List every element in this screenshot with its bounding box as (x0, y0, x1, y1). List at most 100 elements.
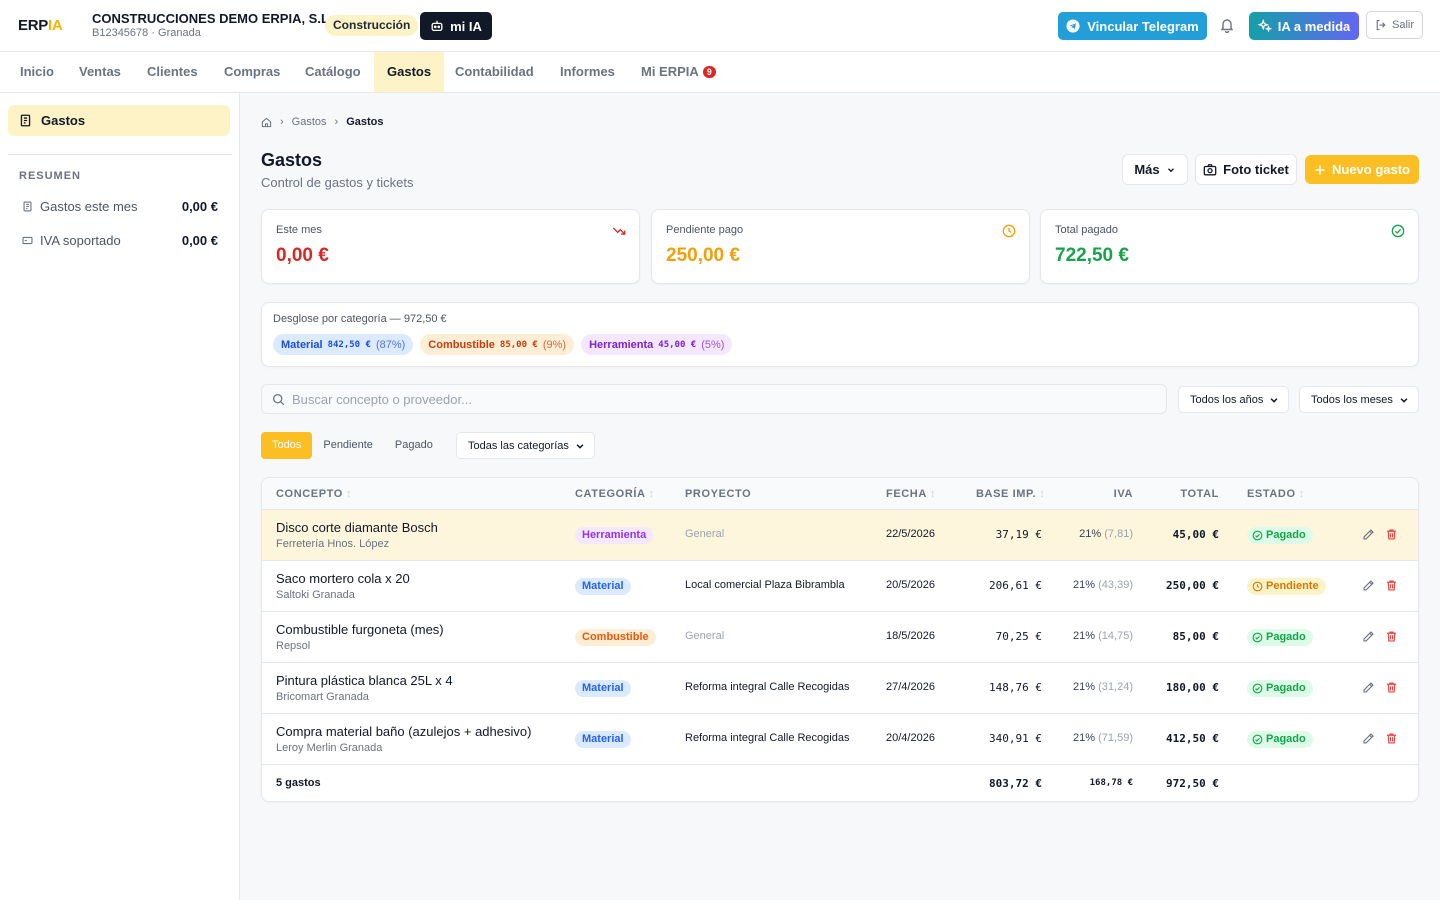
expense-supplier: Bricomart Granada (276, 691, 369, 703)
column-fecha[interactable]: FECHA ↕ (886, 488, 936, 500)
erpia-logo[interactable]: ERPIA (18, 17, 63, 34)
edit-icon[interactable] (1362, 732, 1375, 745)
column-base[interactable]: BASE IMP. ↕ (976, 488, 1046, 500)
category-badge: Material (575, 578, 631, 595)
concept-cell: Compra material baño (azulejos + adhesiv… (276, 724, 531, 754)
foto-ticket-button[interactable]: Foto ticket (1195, 154, 1297, 185)
status-badge: Pagado (1247, 680, 1313, 697)
summary-value: 0,00 € (181, 233, 218, 248)
edit-icon[interactable] (1362, 681, 1375, 694)
top-bar: ERPIA CONSTRUCCIONES DEMO ERPIA, S.L. B1… (0, 0, 1440, 52)
chip-amount: 842,50 € (327, 339, 371, 350)
nav-compras[interactable]: Compras (224, 64, 281, 79)
edit-icon[interactable] (1362, 630, 1375, 643)
breakdown-title: Desglose por categoría — 972,50 € (273, 313, 447, 325)
search-input[interactable] (292, 391, 1092, 407)
project-cell: Reforma integral Calle Recogidas (685, 681, 850, 693)
chevron-down-icon (576, 443, 584, 449)
footer-count: 5 gastos (276, 777, 321, 789)
mas-dropdown-button[interactable]: Más (1122, 154, 1188, 185)
sidebar-item-gastos[interactable]: Gastos (8, 105, 230, 136)
trash-icon[interactable] (1385, 732, 1398, 745)
logout-icon (1376, 19, 1386, 31)
column-concepto[interactable]: CONCEPTO ↕ (276, 488, 353, 500)
trash-icon[interactable] (1385, 630, 1398, 643)
nav-catalogo[interactable]: Catálogo (305, 64, 361, 79)
receipt-icon (23, 201, 32, 212)
check-circle-icon (1252, 530, 1263, 541)
breadcrumb-separator: › (334, 116, 339, 128)
breakdown-chip-material[interactable]: Material 842,50 € (87%) (273, 334, 414, 355)
trash-icon[interactable] (1385, 528, 1398, 541)
chip-percent: (5%) (701, 338, 725, 351)
tab-pendiente[interactable]: Pendiente (323, 439, 373, 451)
concept-cell: Disco corte diamante Bosch Ferretería Hn… (276, 520, 438, 550)
date-cell: 18/5/2026 (886, 630, 935, 642)
column-estado[interactable]: ESTADO ↕ (1247, 488, 1305, 500)
summary-label: Gastos este mes (40, 199, 138, 214)
nav-clientes[interactable]: Clientes (147, 64, 198, 79)
nav-inicio[interactable]: Inicio (20, 64, 54, 79)
column-total: TOTAL (1180, 488, 1219, 500)
year-select[interactable]: Todos los años (1178, 386, 1289, 413)
breadcrumb-current: Gastos (346, 116, 384, 128)
home-icon[interactable] (261, 117, 272, 128)
expenses-table: CONCEPTO ↕ CATEGORÍA ↕ PROYECTO FECHA ↕ BAS… (261, 477, 1419, 802)
ia-a-medida-label: IA a medida (1277, 18, 1351, 34)
nuevo-gasto-button[interactable]: Nuevo gasto (1305, 155, 1419, 184)
sidebar-section-title: RESUMEN (19, 170, 82, 182)
edit-icon[interactable] (1362, 579, 1375, 592)
edit-icon[interactable] (1362, 528, 1375, 541)
trash-icon[interactable] (1385, 579, 1398, 592)
chevron-down-icon (1167, 167, 1174, 172)
breadcrumb-gastos-link[interactable]: Gastos (291, 116, 327, 128)
page-title: Gastos (261, 150, 323, 170)
base-cell: 37,19 € (995, 528, 1042, 541)
table-row[interactable]: Compra material baño (azulejos + adhesiv… (262, 714, 1418, 765)
table-row[interactable]: Pintura plástica blanca 25L x 4 Bricomar… (262, 663, 1418, 714)
breakdown-chip-combustible[interactable]: Combustible 85,00 € (9%) (420, 334, 575, 355)
tab-pagado[interactable]: Pagado (394, 439, 433, 451)
nav-informes[interactable]: Informes (560, 64, 615, 79)
table-row[interactable]: Disco corte diamante Bosch Ferretería Hn… (262, 510, 1418, 561)
table-row[interactable]: Saco mortero cola x 20 Saltoki Granada M… (262, 561, 1418, 612)
chip-amount: 45,00 € (658, 339, 697, 350)
nuevo-gasto-label: Nuevo gasto (1331, 162, 1410, 177)
table-footer: 5 gastos 803,72 € 168,78 € 972,50 € (262, 765, 1418, 801)
receipt-icon (20, 114, 31, 127)
table-row[interactable]: Combustible furgoneta (mes) Repsol Combu… (262, 612, 1418, 663)
sidebar: Gastos RESUMEN Gastos este mes 0,00 € IV… (0, 93, 240, 900)
category-select-value: Todas las categorías (468, 439, 569, 452)
tab-todos[interactable]: Todos (261, 432, 313, 459)
vincular-telegram-button[interactable]: Vincular Telegram (1058, 12, 1207, 40)
check-circle-icon (1252, 734, 1263, 745)
project-cell: Local comercial Plaza Bibrambla (685, 579, 845, 591)
column-categoria[interactable]: CATEGORÍA ↕ (575, 488, 655, 500)
nav-ventas[interactable]: Ventas (79, 64, 121, 79)
notifications-bell[interactable] (1219, 17, 1235, 33)
month-select[interactable]: Todos los meses (1299, 386, 1419, 413)
breadcrumb-separator: › (280, 116, 284, 128)
sector-badge: Construcción (325, 15, 419, 36)
status-label: Pagado (1266, 682, 1306, 694)
camera-icon (1203, 163, 1217, 175)
nav-mi-erpia[interactable]: Mi ERPIA 9 (628, 52, 729, 92)
summary-gastos-mes: Gastos este mes 0,00 € (22, 199, 218, 214)
chip-percent: (9%) (542, 338, 567, 351)
chip-name: Combustible (428, 338, 495, 351)
ia-a-medida-button[interactable]: IA a medida (1249, 12, 1359, 40)
trash-icon[interactable] (1385, 681, 1398, 694)
iva-cell: 21% (31,24) (1073, 681, 1133, 693)
category-select[interactable]: Todas las categorías (456, 432, 595, 459)
main-nav: Inicio Ventas Clientes Compras Catálogo … (0, 52, 1440, 93)
mi-ia-button[interactable]: mi IA (420, 12, 492, 40)
concept-cell: Combustible furgoneta (mes) Repsol (276, 622, 444, 652)
logout-button[interactable]: Salir (1366, 11, 1423, 39)
chip-amount: 85,00 € (499, 339, 538, 350)
iva-cell: 21% (7,81) (1079, 528, 1133, 540)
iva-cell: 21% (43,39) (1073, 579, 1133, 591)
nav-contabilidad[interactable]: Contabilidad (455, 64, 534, 79)
category-breakdown: Desglose por categoría — 972,50 € Materi… (261, 302, 1419, 367)
nav-gastos[interactable]: Gastos (374, 52, 445, 92)
breakdown-chip-herramienta[interactable]: Herramienta 45,00 € (5%) (581, 334, 733, 355)
